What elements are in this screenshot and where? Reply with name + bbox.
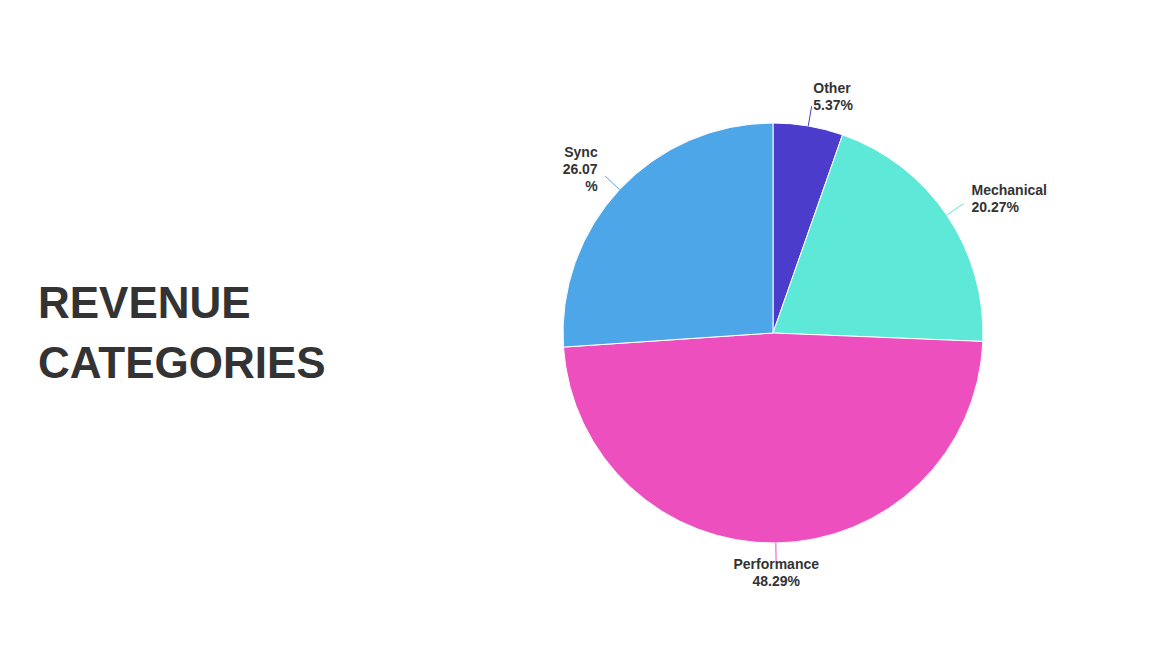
html-text:CATEGORIES: CATEGORIES — [38, 338, 326, 387]
svg-text:Mechanical20.27%: Mechanical20.27% — [972, 182, 1047, 215]
svg-text:Sync26.07%: Sync26.07% — [563, 144, 599, 194]
svg-text:Performance48.29%: Performance48.29% — [733, 556, 819, 589]
html-text:REVENUE: REVENUE — [38, 278, 251, 327]
svg-text:Other5.37%: Other5.37% — [813, 80, 853, 113]
